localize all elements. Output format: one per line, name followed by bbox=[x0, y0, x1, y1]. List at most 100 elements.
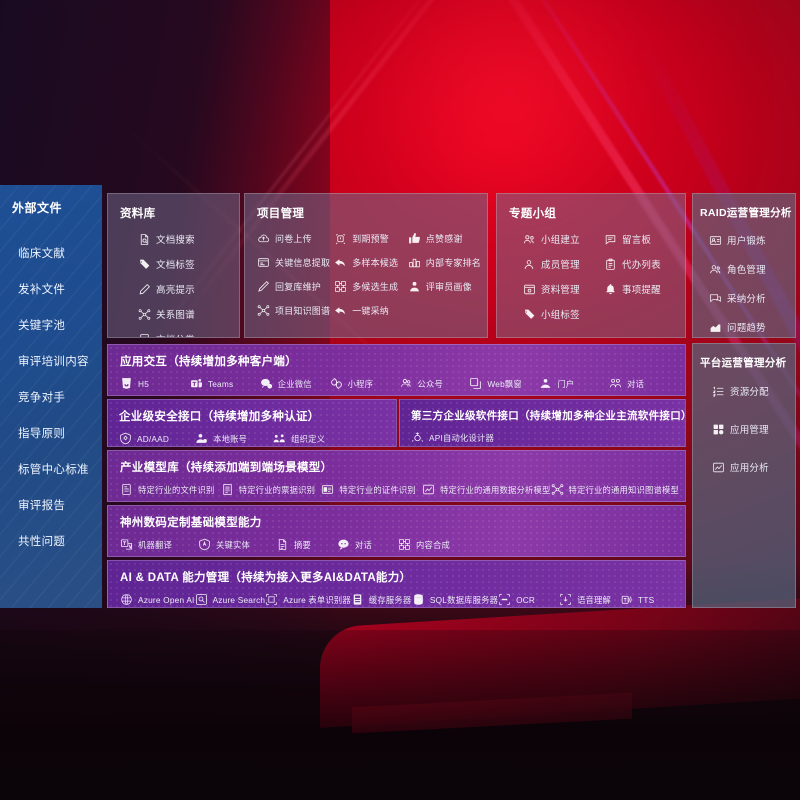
item-create-group[interactable]: 小组建立 bbox=[523, 232, 598, 246]
item-app-management[interactable]: 应用管理 bbox=[712, 422, 791, 436]
graph-network-icon bbox=[138, 308, 151, 321]
item-document-search[interactable]: 文档搜索 bbox=[138, 232, 233, 246]
item-label: Azure Open AI bbox=[138, 594, 195, 605]
speech-understanding-icon bbox=[559, 593, 572, 606]
item-document-classify[interactable]: 文档分类 bbox=[138, 332, 233, 337]
item-tts[interactable]: TTS bbox=[620, 593, 681, 606]
item-file-recognition[interactable]: 特定行业的文件识别 bbox=[120, 483, 221, 496]
item-event-reminder[interactable]: 事项提醒 bbox=[604, 282, 679, 296]
item-label: H5 bbox=[138, 378, 150, 389]
item-expert-ranking[interactable]: 内部专家排名 bbox=[408, 256, 481, 269]
sql-database-icon bbox=[412, 593, 425, 606]
clipboard-list-icon bbox=[604, 258, 617, 271]
item-adoption-analysis[interactable]: 采纳分析 bbox=[709, 291, 791, 305]
item-multi-candidate-generate[interactable]: 多候选生成 bbox=[334, 280, 404, 293]
ranking-bar-icon bbox=[408, 256, 421, 269]
item-api-designer[interactable]: API自动化设计器 bbox=[411, 431, 494, 444]
sidebar-title: 外部文件 bbox=[12, 201, 63, 215]
local-account-icon bbox=[195, 432, 208, 445]
thumbs-up-icon bbox=[408, 232, 421, 245]
item-official-account[interactable]: 公众号 bbox=[400, 377, 470, 390]
sidebar-item-standards-center[interactable]: 标管中心标准 bbox=[18, 464, 89, 476]
item-speech-understanding[interactable]: 语音理解 bbox=[559, 593, 620, 606]
item-azure-search[interactable]: Azure Search bbox=[195, 593, 266, 606]
panel-third-party-interface: 第三方企业级软件接口（持续增加多种企业主流软件接口） API自动化设计器 bbox=[399, 399, 686, 447]
item-azure-form-recognizer[interactable]: Azure 表单识别器 bbox=[265, 593, 351, 606]
item-id-card-recognition[interactable]: 特定行业的证件识别 bbox=[321, 483, 422, 496]
item-machine-translation[interactable]: 机器翻译 bbox=[120, 538, 172, 551]
item-label: 特定行业的证件识别 bbox=[339, 484, 416, 495]
item-summary[interactable]: 摘要 bbox=[276, 538, 311, 551]
group-add-icon bbox=[523, 233, 536, 246]
item-multi-sample-candidate[interactable]: 多样本候选 bbox=[334, 256, 404, 269]
item-dialog[interactable]: 对话 bbox=[609, 377, 679, 390]
sidebar-item-clinical-literature[interactable]: 临床文献 bbox=[18, 248, 66, 260]
item-ocr[interactable]: OCR bbox=[498, 593, 559, 606]
item-wecom[interactable]: 企业微信 bbox=[260, 377, 330, 390]
item-thanks-like[interactable]: 点赞感谢 bbox=[408, 232, 481, 245]
item-reviewer-profile[interactable]: 评审员画像 bbox=[408, 280, 481, 293]
item-cache-server[interactable]: 缓存服务器 bbox=[351, 593, 412, 606]
panel-enterprise-security: 企业级安全接口（持续增加多种认证） AD/AAD 本地账号 组织定义 bbox=[107, 399, 397, 447]
item-key-entity[interactable]: 关键实体 bbox=[198, 538, 250, 551]
item-local-account[interactable]: 本地账号 bbox=[195, 432, 247, 445]
item-label: AD/AAD bbox=[137, 433, 170, 444]
analytics-image-icon bbox=[712, 461, 725, 474]
item-role-management[interactable]: 角色管理 bbox=[709, 262, 791, 276]
shield-diamond-icon bbox=[119, 432, 132, 445]
item-user-training[interactable]: 用户锻炼 bbox=[709, 233, 791, 247]
item-content-synthesis[interactable]: 内容合成 bbox=[398, 538, 450, 551]
item-portal[interactable]: 门户 bbox=[539, 377, 609, 390]
item-dialog-model[interactable]: 对话 bbox=[337, 538, 372, 551]
item-expiry-alert[interactable]: 到期预警 bbox=[334, 232, 404, 245]
item-project-knowledge-graph[interactable]: 项目知识图谱 bbox=[257, 304, 330, 317]
item-data-analysis-model[interactable]: 特定行业的通用数据分析模型 bbox=[422, 483, 550, 496]
miniprogram-icon bbox=[330, 377, 343, 390]
item-member-management[interactable]: 成员管理 bbox=[523, 257, 598, 271]
item-questionnaire-upload[interactable]: 问卷上传 bbox=[257, 232, 330, 245]
sidebar-item-keyword-pool[interactable]: 关键字池 bbox=[18, 320, 66, 332]
sidebar-item-supplement-file[interactable]: 发补文件 bbox=[18, 284, 66, 296]
item-web-float-window[interactable]: Web飘窗 bbox=[469, 377, 539, 390]
panel-app-interaction: 应用交互（持续增加多种客户端） H5 Teams 企业微信 小程序 bbox=[107, 344, 686, 396]
item-azure-open-ai[interactable]: Azure Open AI bbox=[120, 593, 195, 606]
item-label: API自动化设计器 bbox=[429, 432, 494, 443]
item-highlight-hint[interactable]: 高亮提示 bbox=[138, 282, 233, 296]
panel-title-data-library: 资料库 bbox=[120, 208, 156, 220]
alarm-icon bbox=[334, 232, 347, 245]
document-search-icon bbox=[138, 233, 151, 246]
trend-chart-icon bbox=[709, 321, 722, 334]
item-relation-graph[interactable]: 关系图谱 bbox=[138, 307, 233, 321]
item-label: 公众号 bbox=[417, 378, 443, 389]
item-knowledge-graph-model[interactable]: 特定行业的通用知识图谱模型 bbox=[551, 483, 679, 496]
openai-icon bbox=[120, 593, 133, 606]
item-teams[interactable]: Teams bbox=[190, 377, 260, 390]
item-resource-allocation[interactable]: 资源分配 bbox=[712, 384, 791, 398]
item-reply-library-maintain[interactable]: 回复库维护 bbox=[257, 280, 330, 293]
item-app-analysis[interactable]: 应用分析 bbox=[712, 460, 791, 474]
sidebar-item-review-report[interactable]: 审评报告 bbox=[18, 500, 66, 512]
item-one-click-adopt[interactable]: 一键采纳 bbox=[334, 304, 404, 317]
item-issue-trend[interactable]: 问题趋势 bbox=[709, 320, 791, 334]
item-invoice-recognition[interactable]: 特定行业的票据识别 bbox=[221, 483, 322, 496]
sidebar-item-common-issues[interactable]: 共性问题 bbox=[18, 536, 66, 548]
item-org-definition[interactable]: 组织定义 bbox=[273, 432, 325, 445]
item-label: 关系图谱 bbox=[156, 310, 195, 321]
item-label: 特定行业的票据识别 bbox=[238, 484, 316, 495]
item-miniprogram[interactable]: 小程序 bbox=[330, 377, 400, 390]
item-sql-database-server[interactable]: SQL数据库服务器 bbox=[412, 593, 498, 606]
sidebar-item-guidelines[interactable]: 指导原则 bbox=[18, 428, 66, 440]
item-key-info-extract[interactable]: 关键信息提取 bbox=[257, 256, 330, 269]
sidebar-item-competitors[interactable]: 竞争对手 bbox=[18, 392, 66, 404]
item-h5[interactable]: H5 bbox=[120, 377, 190, 390]
item-material-management[interactable]: 资料管理 bbox=[523, 282, 598, 296]
item-ad-aad[interactable]: AD/AAD bbox=[119, 432, 169, 445]
item-message-board[interactable]: 留言板 bbox=[604, 232, 679, 246]
sidebar-item-review-training[interactable]: 审评培训内容 bbox=[18, 356, 89, 368]
item-todo-list[interactable]: 代办列表 bbox=[604, 257, 679, 271]
item-document-tag[interactable]: 文档标签 bbox=[138, 257, 233, 271]
panel-title-raid-analysis: RAID运营管理分析 bbox=[700, 207, 792, 219]
panel-topic-group: 专题小组 小组建立 留言板 成员管理 代办列表 bbox=[496, 193, 686, 338]
item-group-tag[interactable]: 小组标签 bbox=[523, 307, 598, 321]
item-label: 特定行业的通用知识图谱模型 bbox=[568, 484, 679, 495]
